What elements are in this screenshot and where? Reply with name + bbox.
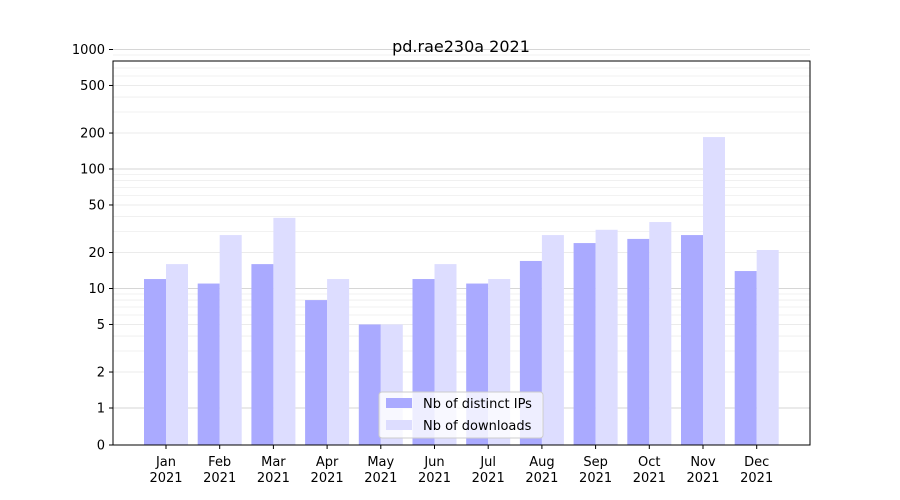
bar-distinct-ips [144, 279, 166, 445]
x-tick-label: 2021 [686, 471, 719, 486]
bar-downloads [327, 279, 350, 445]
x-tick-label: Apr [316, 455, 339, 470]
x-tick-label: Jun [423, 455, 444, 470]
legend: Nb of distinct IPs Nb of downloads [378, 391, 544, 439]
x-tick-label: 2021 [740, 471, 773, 486]
y-axis: 0 1 2 5 10 20 50 100 200 500 1000 [72, 43, 113, 454]
x-tick-label: 2021 [472, 471, 505, 486]
y-tick-label: 50 [88, 198, 105, 213]
bar-downloads [703, 137, 725, 445]
x-tick-label: 2021 [311, 471, 344, 486]
x-tick-label: Jan [155, 455, 176, 470]
x-tick-label: Aug [529, 455, 554, 470]
x-tick-label: Feb [208, 455, 231, 470]
bar-distinct-ips [197, 283, 220, 445]
x-tick-label: May [367, 455, 394, 470]
x-tick-label: Jul [479, 455, 496, 470]
x-tick-label: 2021 [633, 471, 666, 486]
x-tick-label: 2021 [149, 471, 182, 486]
x-tick-label: 2021 [203, 471, 236, 486]
x-tick-label: Sep [583, 455, 608, 470]
y-tick-label: 5 [97, 318, 105, 333]
bar-downloads [219, 235, 242, 445]
y-tick-label: 100 [80, 163, 105, 178]
bar-downloads [649, 222, 672, 445]
y-tick-label: 200 [80, 127, 105, 142]
bar-downloads [595, 229, 618, 445]
x-tick-label: Dec [744, 455, 769, 470]
legend-label-ips: Nb of distinct IPs [423, 397, 532, 412]
legend-box [378, 391, 544, 439]
y-tick-label: 1 [97, 402, 105, 417]
x-tick-label: Mar [261, 455, 286, 470]
chart-title: pd.rae230a 2021 [392, 37, 530, 56]
legend-swatch-downloads [386, 420, 412, 430]
x-tick-label: 2021 [525, 471, 558, 486]
bar-distinct-ips [734, 271, 757, 445]
y-tick-label: 2 [97, 366, 105, 381]
bar-distinct-ips [681, 235, 703, 445]
bar-distinct-ips [251, 264, 274, 445]
x-tick-label: 2021 [418, 471, 451, 486]
bar-downloads [166, 264, 188, 445]
x-tick-label: 2021 [257, 471, 290, 486]
bar-distinct-ips [573, 243, 596, 445]
y-tick-label: 10 [88, 282, 105, 297]
y-tick-label: 500 [80, 79, 105, 94]
x-axis: Jan2021Feb2021Mar2021Apr2021May2021Jun20… [149, 445, 773, 486]
legend-label-downloads: Nb of downloads [423, 419, 532, 434]
bar-downloads [756, 249, 779, 445]
x-tick-label: Nov [690, 455, 716, 470]
bar-downloads [541, 235, 564, 445]
bar-distinct-ips [627, 238, 650, 445]
bar-distinct-ips [305, 300, 328, 445]
x-tick-label: 2021 [364, 471, 397, 486]
x-tick-label: 2021 [579, 471, 612, 486]
x-tick-label: Oct [638, 455, 660, 470]
y-tick-label: 1000 [72, 43, 105, 58]
bar-distinct-ips [358, 324, 381, 445]
legend-swatch-ips [386, 398, 412, 408]
y-tick-label: 20 [88, 246, 105, 261]
bar-downloads [273, 217, 296, 445]
y-tick-label: 0 [97, 439, 105, 454]
